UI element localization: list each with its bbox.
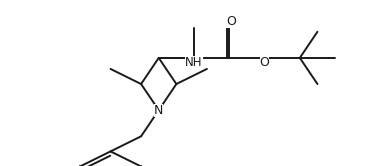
Text: O: O — [260, 56, 270, 69]
Text: O: O — [226, 15, 236, 28]
Text: N: N — [154, 104, 163, 117]
Text: NH: NH — [185, 56, 203, 69]
